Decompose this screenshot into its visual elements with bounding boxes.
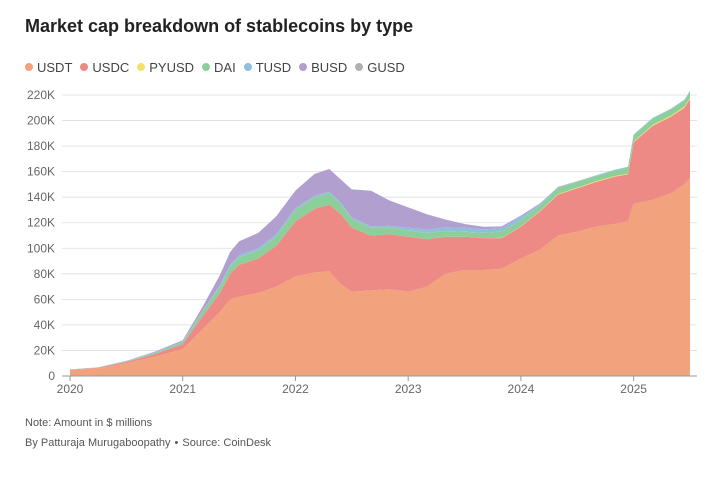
y-tick-label: 20K xyxy=(34,343,55,357)
y-tick-label: 100K xyxy=(27,241,55,255)
legend-item-usdt: USDT xyxy=(25,60,72,75)
byline: By Patturaja Murugaboopathy • Source: Coin… xyxy=(25,437,271,449)
x-tick-label: 2020 xyxy=(57,382,84,396)
stacked-area-chart: 0 20K 40K 60K 80K 100K 120K 140K 160K 180K 200K 220… xyxy=(27,88,697,396)
legend-label-gusd: GUSD xyxy=(367,59,405,75)
legend-swatch-pyusd xyxy=(137,63,146,71)
y-tick-label: 120K xyxy=(27,216,55,230)
legend-swatch-usdt xyxy=(25,63,33,71)
legend-label-pyusd: PYUSD xyxy=(149,59,195,75)
legend-item-busd: BUSD xyxy=(299,60,347,75)
legend-swatch-dai xyxy=(202,63,211,71)
x-tick-label: 2022 xyxy=(282,382,309,396)
y-tick-label: 0 xyxy=(48,369,55,383)
y-tick-label: 180K xyxy=(27,139,55,153)
chart-legend: USDT USDC PYUSD DAI TUSD BUSD GUSD xyxy=(25,58,413,76)
y-tick-label: 200K xyxy=(27,114,55,128)
legend-swatch-usdc xyxy=(80,63,89,71)
byline-source: Source: CoinDesk xyxy=(182,437,272,449)
legend-label-usdc: USDC xyxy=(92,59,130,75)
legend-item-usdc: USDC xyxy=(80,60,129,75)
area-series-usdc xyxy=(70,98,690,371)
legend-item-gusd: GUSD xyxy=(355,60,405,75)
area-series-usdt xyxy=(70,178,690,376)
byline-author: By Patturaja Murugaboopathy xyxy=(25,437,171,449)
x-tick-label: 2024 xyxy=(508,382,535,396)
area-series-dai xyxy=(70,91,690,370)
y-tick-label: 80K xyxy=(34,267,55,281)
legend-label-tusd: TUSD xyxy=(255,59,292,75)
legend-item-dai: DAI xyxy=(202,60,236,75)
stacked-areas xyxy=(70,90,690,376)
legend-label-dai: DAI xyxy=(214,59,236,75)
x-tick-label: 2023 xyxy=(395,382,422,396)
y-tick-label: 60K xyxy=(34,292,55,306)
y-tick-label: 40K xyxy=(34,318,55,332)
legend-swatch-busd xyxy=(299,63,308,71)
legend-item-tusd: TUSD xyxy=(243,59,292,75)
y-tick-label: 220K xyxy=(27,88,55,102)
y-tick-label: 140K xyxy=(27,190,55,204)
footnote: Note: Amount in $ millions xyxy=(25,417,153,429)
legend-swatch-tusd xyxy=(243,63,252,71)
x-tick-label: 2021 xyxy=(169,382,196,396)
legend-item-pyusd: PYUSD xyxy=(137,60,194,75)
byline-separator: • xyxy=(174,437,179,449)
x-tick-label: 2025 xyxy=(620,382,647,396)
y-tick-label: 160K xyxy=(27,165,55,179)
legend-label-usdt: USDT xyxy=(37,59,73,75)
legend-swatch-gusd xyxy=(355,63,364,71)
legend-label-busd: BUSD xyxy=(311,59,348,75)
chart-title: Market cap breakdown of stablecoins by t… xyxy=(25,16,414,36)
